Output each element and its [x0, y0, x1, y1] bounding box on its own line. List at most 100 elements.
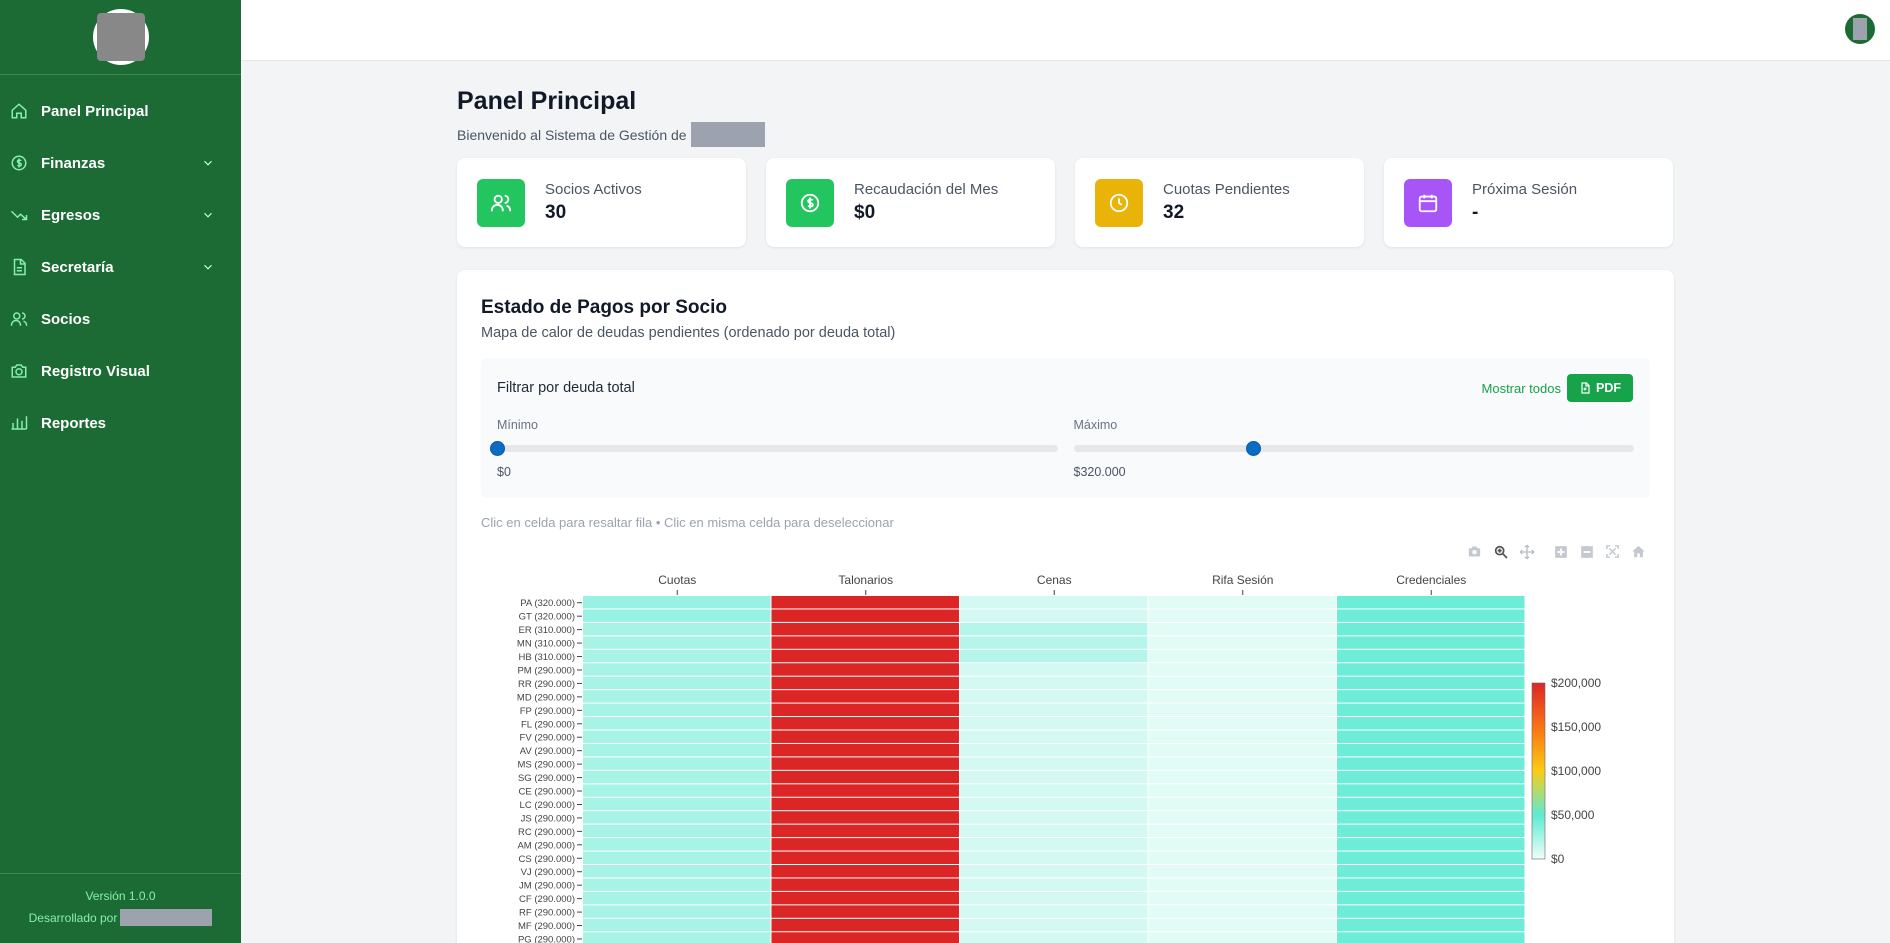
heatmap-cell[interactable]	[583, 649, 771, 663]
heatmap-cell[interactable]	[583, 918, 771, 932]
heatmap-cell[interactable]	[583, 770, 771, 784]
heatmap-cell[interactable]	[960, 905, 1148, 918]
heatmap-cell[interactable]	[583, 717, 771, 730]
heatmap-cell[interactable]	[771, 690, 960, 703]
heatmap-cell[interactable]	[583, 824, 771, 838]
heatmap-cell[interactable]	[771, 757, 960, 770]
heatmap-cell[interactable]	[1337, 676, 1525, 690]
heatmap-cell[interactable]	[1337, 918, 1525, 932]
min-slider-thumb[interactable]	[490, 441, 505, 456]
heatmap-cell[interactable]	[1148, 784, 1337, 797]
zoom-in-icon[interactable]	[1552, 543, 1569, 560]
heatmap-cell[interactable]	[771, 905, 960, 918]
heatmap-cell[interactable]	[771, 851, 960, 864]
heatmap-cell[interactable]	[960, 730, 1148, 743]
heatmap-cell[interactable]	[1148, 622, 1337, 636]
zoom-icon[interactable]	[1492, 543, 1509, 560]
heatmap-cell[interactable]	[960, 797, 1148, 811]
heatmap-cell[interactable]	[771, 636, 960, 649]
heatmap-cell[interactable]	[771, 649, 960, 663]
heatmap-cell[interactable]	[583, 690, 771, 703]
heatmap-cell[interactable]	[771, 663, 960, 676]
sidebar-item-egresos[interactable]: Egresos	[0, 189, 241, 241]
heatmap-cell[interactable]	[960, 676, 1148, 690]
heatmap-cell[interactable]	[771, 784, 960, 797]
heatmap-cell[interactable]	[960, 770, 1148, 784]
heatmap-cell[interactable]	[960, 636, 1148, 649]
heatmap-cell[interactable]	[1148, 878, 1337, 891]
heatmap-cell[interactable]	[583, 811, 771, 824]
heatmap-cell[interactable]	[583, 663, 771, 676]
heatmap-cell[interactable]	[960, 811, 1148, 824]
heatmap-cell[interactable]	[1148, 596, 1337, 609]
heatmap-cell[interactable]	[1337, 663, 1525, 676]
heatmap-cell[interactable]	[960, 838, 1148, 851]
heatmap-cell[interactable]	[960, 622, 1148, 636]
heatmap-cell[interactable]	[583, 838, 771, 851]
heatmap-cell[interactable]	[1148, 609, 1337, 622]
heatmap-cell[interactable]	[960, 690, 1148, 703]
heatmap-cell[interactable]	[1337, 609, 1525, 622]
heatmap-cell[interactable]	[1337, 770, 1525, 784]
heatmap-cell[interactable]	[960, 918, 1148, 932]
heatmap-cell[interactable]	[771, 717, 960, 730]
heatmap-cell[interactable]	[1148, 703, 1337, 717]
autoscale-icon[interactable]	[1604, 543, 1621, 560]
heatmap-cell[interactable]	[960, 717, 1148, 730]
heatmap-cell[interactable]	[1148, 649, 1337, 663]
heatmap-cell[interactable]	[583, 932, 771, 943]
heatmap-cell[interactable]	[1337, 878, 1525, 891]
heatmap-cell[interactable]	[1148, 797, 1337, 811]
heatmap-cell[interactable]	[583, 730, 771, 743]
heatmap-cell[interactable]	[1148, 838, 1337, 851]
heatmap-cell[interactable]	[960, 703, 1148, 717]
heatmap-cell[interactable]	[583, 851, 771, 864]
heatmap-cell[interactable]	[960, 865, 1148, 878]
sidebar-item-registro-visual[interactable]: Registro Visual	[0, 345, 241, 397]
heatmap-cell[interactable]	[771, 824, 960, 838]
heatmap-cell[interactable]	[771, 932, 960, 943]
heatmap-cell[interactable]	[771, 730, 960, 743]
heatmap-cell[interactable]	[771, 878, 960, 891]
heatmap-cell[interactable]	[771, 770, 960, 784]
heatmap-cell[interactable]	[583, 676, 771, 690]
zoom-out-icon[interactable]	[1578, 543, 1595, 560]
heatmap-cell[interactable]	[1148, 690, 1337, 703]
heatmap-cell[interactable]	[1148, 811, 1337, 824]
heatmap-cell[interactable]	[1337, 690, 1525, 703]
heatmap-cell[interactable]	[960, 851, 1148, 864]
heatmap-cell[interactable]	[1337, 622, 1525, 636]
heatmap-cell[interactable]	[1337, 891, 1525, 905]
heatmap-cell[interactable]	[583, 636, 771, 649]
max-slider[interactable]	[1073, 441, 1634, 456]
heatmap-cell[interactable]	[960, 932, 1148, 943]
heatmap-cell[interactable]	[583, 797, 771, 811]
heatmap-cell[interactable]	[583, 743, 771, 757]
heatmap-cell[interactable]	[1337, 636, 1525, 649]
heatmap-cell[interactable]	[583, 905, 771, 918]
heatmap-cell[interactable]	[960, 824, 1148, 838]
heatmap-cell[interactable]	[1148, 743, 1337, 757]
sidebar-item-finanzas[interactable]: Finanzas	[0, 137, 241, 189]
heatmap-cell[interactable]	[1148, 636, 1337, 649]
heatmap-cell[interactable]	[583, 703, 771, 717]
heatmap-cell[interactable]	[1148, 770, 1337, 784]
chevron-down-icon[interactable]	[201, 156, 215, 170]
heatmap-cell[interactable]	[1337, 730, 1525, 743]
heatmap-cell[interactable]	[583, 757, 771, 770]
camera-icon[interactable]	[1466, 543, 1483, 560]
heatmap-cell[interactable]	[771, 865, 960, 878]
heatmap-cell[interactable]	[960, 878, 1148, 891]
heatmap-cell[interactable]	[583, 865, 771, 878]
heatmap-cell[interactable]	[1337, 717, 1525, 730]
heatmap-cell[interactable]	[583, 878, 771, 891]
heatmap-cell[interactable]	[960, 609, 1148, 622]
heatmap-cell[interactable]	[583, 622, 771, 636]
heatmap-cell[interactable]	[1337, 865, 1525, 878]
heatmap-cell[interactable]	[1148, 730, 1337, 743]
heatmap-cell[interactable]	[1337, 824, 1525, 838]
heatmap-cell[interactable]	[1148, 676, 1337, 690]
heatmap-cell[interactable]	[771, 918, 960, 932]
heatmap-cell[interactable]	[1148, 891, 1337, 905]
heatmap-cell[interactable]	[771, 609, 960, 622]
